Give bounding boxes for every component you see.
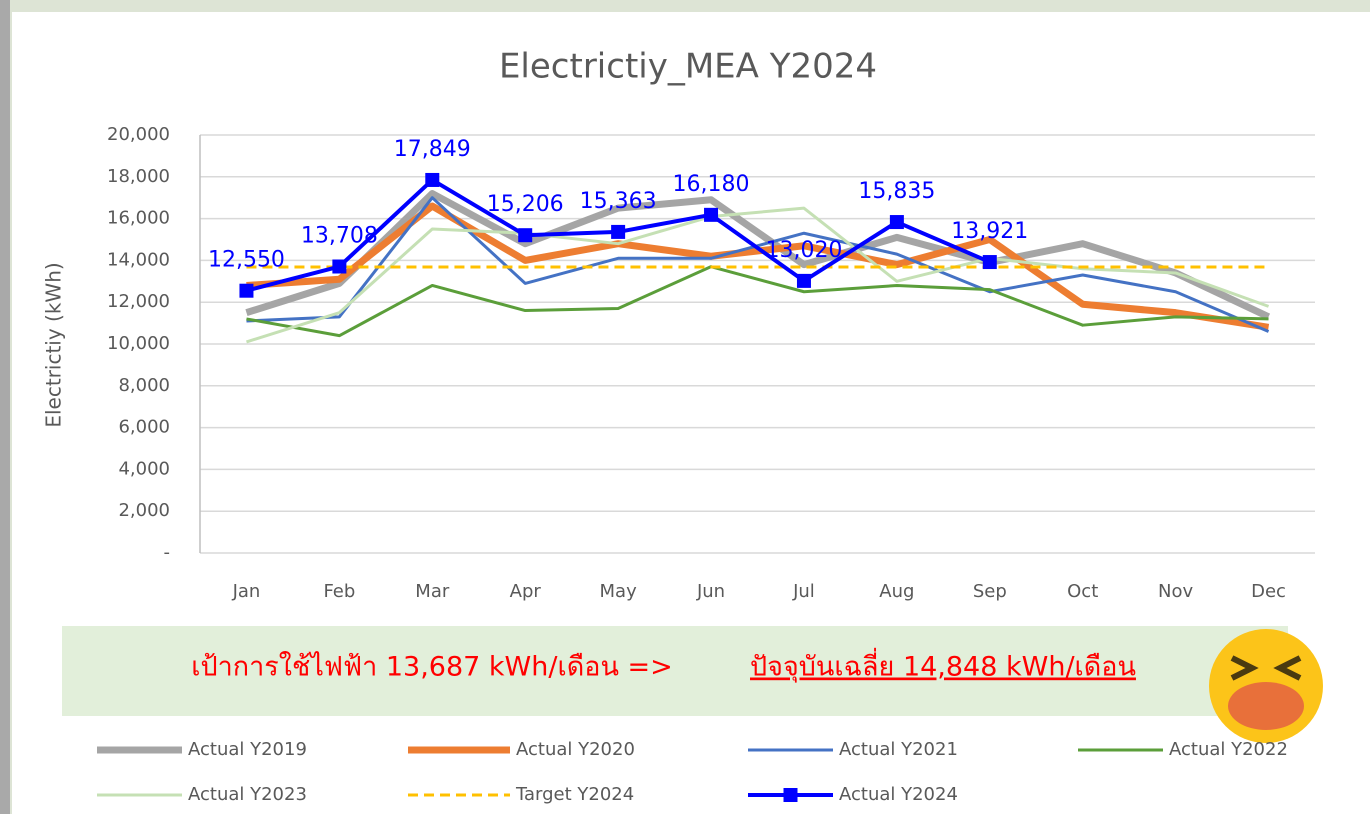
point-marker <box>425 172 440 187</box>
y-tick-label: 2,000 <box>118 500 170 521</box>
point-marker <box>611 224 626 239</box>
point-marker <box>332 259 347 274</box>
series-line <box>246 206 1270 344</box>
left-border <box>0 0 10 814</box>
x-tick-label: Jun <box>696 581 725 602</box>
emoji-mouth <box>1228 682 1304 730</box>
series-line <box>246 265 1269 338</box>
y-tick-label: 12,000 <box>107 291 170 312</box>
data-label: 13,921 <box>951 219 1028 244</box>
y-tick-label: 18,000 <box>107 166 170 187</box>
x-tick-label: Sep <box>973 581 1007 602</box>
y-tick-label: 4,000 <box>118 458 170 479</box>
emoji-eye <box>1273 655 1302 681</box>
y-axis-label: Electrictiy (kWh) <box>42 262 66 427</box>
x-tick-label: Jul <box>792 581 815 602</box>
y-tick-label: 6,000 <box>118 417 170 438</box>
data-label: 15,363 <box>580 189 657 214</box>
y-tick-label: 16,000 <box>107 208 170 229</box>
emoji-eye <box>1230 655 1259 681</box>
legend-label: Actual Y2023 <box>188 784 307 805</box>
x-tick-label: Apr <box>510 581 542 602</box>
point-marker <box>889 215 904 230</box>
x-tick-label: Mar <box>415 581 450 602</box>
point-marker <box>239 283 254 298</box>
point-marker <box>982 255 997 270</box>
data-label: 17,849 <box>394 137 471 162</box>
x-tick-label: Feb <box>323 581 355 602</box>
legend-label: Actual Y2021 <box>839 739 958 760</box>
legend-label: Target Y2024 <box>515 784 634 805</box>
x-tick-label: Nov <box>1158 581 1193 602</box>
target-note: เป้าการใช้ไฟฟ้า 13,687 kWh/เดือน => <box>191 651 672 683</box>
legend-label: Actual Y2022 <box>1169 739 1288 760</box>
legend-label: Actual Y2019 <box>188 739 307 760</box>
y-tick-label: 20,000 <box>107 124 170 145</box>
data-label: 13,020 <box>765 238 842 263</box>
x-tick-label: Jan <box>232 581 261 602</box>
chart-title: Electrictiy_MEA Y2024 <box>499 47 877 87</box>
data-label: 16,180 <box>673 172 750 197</box>
x-tick-label: Aug <box>879 581 914 602</box>
legend-label: Actual Y2020 <box>516 739 635 760</box>
series-line <box>245 190 1271 320</box>
x-tick-label: May <box>600 581 638 602</box>
y-tick-label: - <box>164 542 171 563</box>
x-tick-label: Oct <box>1067 581 1098 602</box>
data-label: 12,550 <box>208 248 285 273</box>
y-tick-label: 14,000 <box>107 249 170 270</box>
legend-marker <box>783 788 798 802</box>
point-marker <box>704 207 719 222</box>
point-marker <box>796 273 811 288</box>
emoji <box>1209 629 1323 743</box>
x-tick-label: Dec <box>1251 581 1286 602</box>
data-label: 15,206 <box>487 192 564 217</box>
current-note: ปัจจุบันเฉลี่ย 14,848 kWh/เดือน <box>750 648 1136 684</box>
legend-label: Actual Y2024 <box>839 784 958 805</box>
point-marker <box>518 228 533 243</box>
y-tick-label: 10,000 <box>107 333 170 354</box>
y-tick-label: 8,000 <box>118 375 170 396</box>
data-label: 13,708 <box>301 224 378 249</box>
data-label: 15,835 <box>858 179 935 204</box>
banner <box>62 626 1288 716</box>
